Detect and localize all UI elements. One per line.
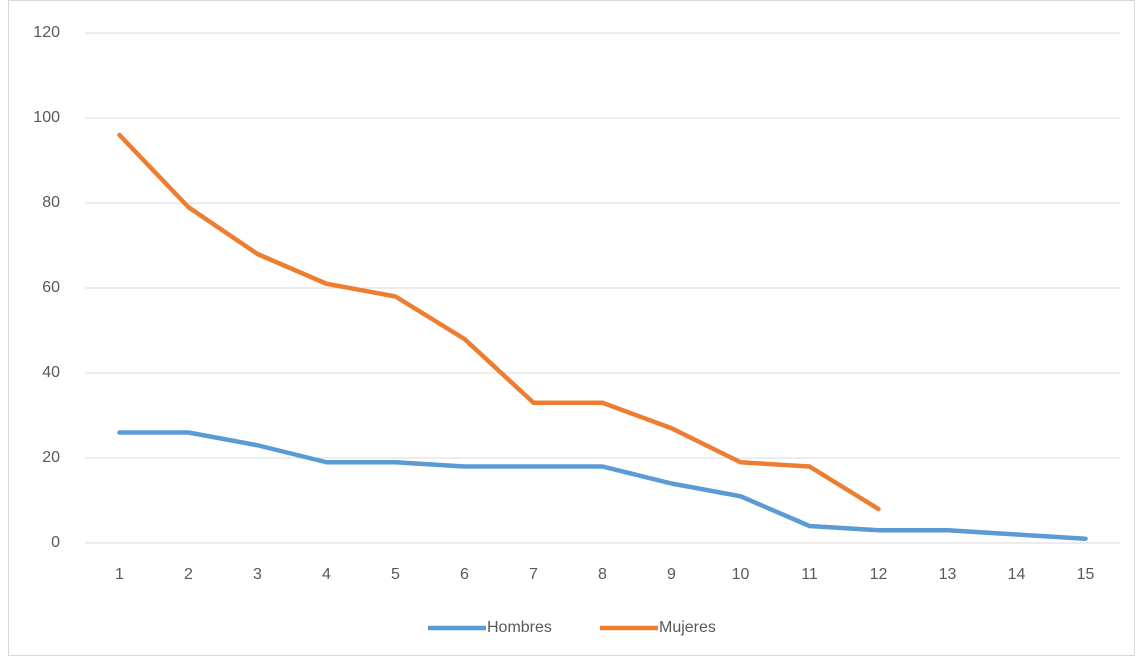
x-tick-label: 5 [391,566,400,583]
x-tick-label: 3 [253,566,262,583]
legend-label: Mujeres [659,619,716,636]
x-tick-label: 13 [939,566,957,583]
x-tick-label: 1 [115,566,124,583]
x-tick-label: 8 [598,566,607,583]
series-line [117,430,1088,541]
x-tick-label: 12 [870,566,888,583]
y-tick-label: 80 [42,194,60,211]
y-tick-label: 100 [33,109,60,126]
x-tick-label: 11 [801,566,818,583]
x-tick-label: 14 [1008,566,1026,583]
x-tick-label: 15 [1077,566,1095,583]
y-tick-label: 120 [33,24,60,41]
x-tick-label: 10 [732,566,750,583]
y-tick-label: 60 [42,279,60,296]
series-line [117,132,881,512]
x-tick-label: 2 [184,566,193,583]
y-tick-label: 40 [42,364,60,381]
y-tick-label: 0 [51,534,60,551]
x-tick-label: 6 [460,566,469,583]
x-tick-label: 7 [529,566,538,583]
legend-label: Hombres [487,619,552,636]
x-tick-label: 4 [322,566,331,583]
y-tick-label: 20 [42,449,60,466]
chart-border [8,0,1135,656]
x-tick-label: 9 [667,566,676,583]
